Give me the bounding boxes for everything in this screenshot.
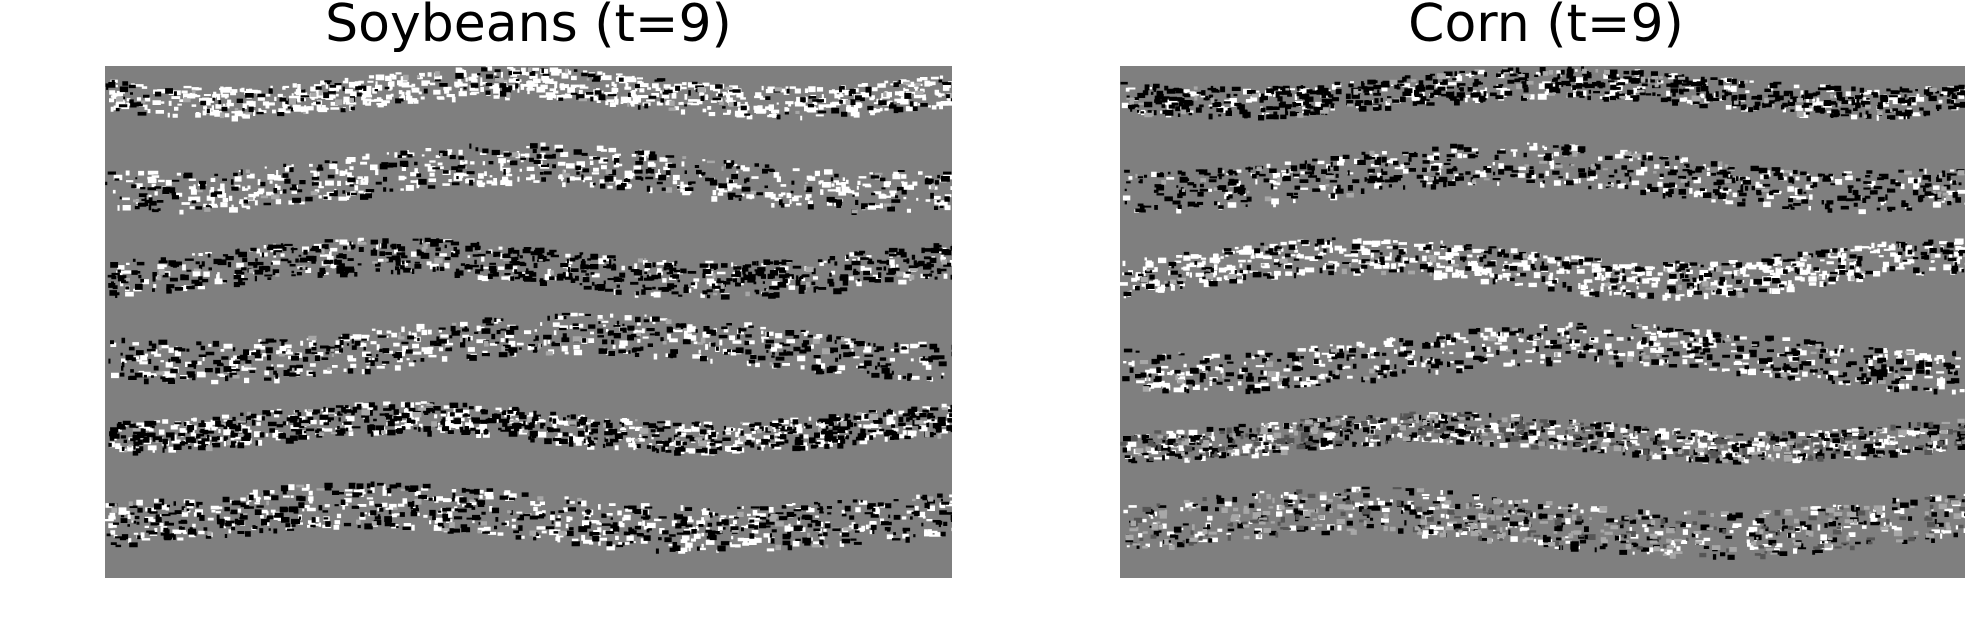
corn-image: [1120, 66, 1965, 578]
soybeans-image: [105, 66, 952, 578]
soybeans-texture: [105, 66, 952, 578]
corn-title: Corn (t=9): [1408, 0, 1684, 54]
soybeans-title: Soybeans (t=9): [325, 0, 732, 54]
corn-texture: [1120, 66, 1965, 578]
